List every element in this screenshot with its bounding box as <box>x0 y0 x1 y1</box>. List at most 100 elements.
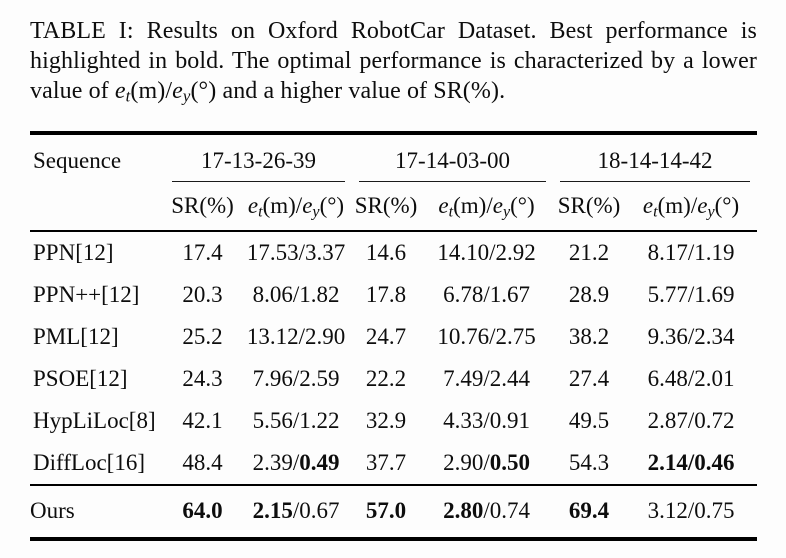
method-cell: HypLiLoc[8] <box>33 408 156 433</box>
value-segment: 8.06/1.82 <box>252 282 340 307</box>
value-segment: 20.3 <box>182 282 223 307</box>
table-row: HypLiLoc[8] 42.1 5.56/1.22 32.9 4.33/0.91 49.… <box>30 400 757 442</box>
value-segment: 28.9 <box>568 282 610 307</box>
math-y-subscript: y <box>182 86 191 106</box>
error-value-cell: 3.12/0.75 <box>625 484 758 539</box>
math-degrees: (°) <box>510 193 535 218</box>
results-table-body: PPN[12] 17.4 17.53/3.37 14.6 14.10/2.92 21.2 8… <box>30 231 758 539</box>
value-segment: 14.10/2.92 <box>437 240 536 265</box>
error-column-header: et(m)/ey(°) <box>625 190 758 232</box>
cmidrule <box>172 181 346 182</box>
sr-value-cell: 17.4 <box>165 231 240 274</box>
sr-value-cell: 24.3 <box>165 358 240 400</box>
error-column-header: et(m)/ey(°) <box>420 190 554 232</box>
table-row: Ours 64.0 2.15/0.67 57.0 2.80/0.74 69.4 3.12/0… <box>30 484 758 539</box>
math-meters-slash: (m)/ <box>262 193 303 218</box>
caption-math-et-ey: et(m)/ey(°) <box>114 78 216 106</box>
math-y-subscript: y <box>707 203 715 221</box>
table-caption: TABLE I: Results on Oxford RobotCar Data… <box>30 16 757 106</box>
value-segment: 2.80 <box>443 498 484 523</box>
value-segment: 49.5 <box>568 408 610 433</box>
caption-text-after-math: and a higher value of SR(%). <box>216 78 506 104</box>
table-row: DiffLoc[16] 48.4 2.39/0.49 37.7 2.90/0.50 54.… <box>30 442 757 485</box>
error-value-cell: 2.14/0.46 <box>625 442 757 485</box>
method-cell: PPN[12] <box>33 240 114 265</box>
error-value-cell: 8.06/1.82 <box>240 274 352 316</box>
table-row: PPN++[12] 20.3 8.06/1.82 17.8 6.78/1.67 28.9 5… <box>30 274 757 316</box>
group-header-row: Sequence 17-13-26-39 17-14-03-00 18-14-1… <box>30 133 757 190</box>
value-segment: 25.2 <box>182 324 223 349</box>
group-label: 18-14-14-42 <box>597 148 713 173</box>
error-value-cell: 7.96/2.59 <box>240 358 352 400</box>
error-value-cell: 7.49/2.44 <box>420 358 553 400</box>
error-value-cell: 5.56/1.22 <box>240 400 352 442</box>
error-value-cell: 2.80/0.74 <box>420 484 554 539</box>
math-e-symbol: e <box>172 78 183 104</box>
sr-value-cell: 28.9 <box>553 274 625 316</box>
error-value-cell: 17.53/3.37 <box>240 231 352 274</box>
value-segment: 37.7 <box>365 450 407 475</box>
sr-value-cell: 64.0 <box>165 484 240 539</box>
sr-value-cell: 57.0 <box>352 484 421 539</box>
error-value-cell: 10.76/2.75 <box>420 316 553 358</box>
value-segment: 10.76/2.75 <box>437 324 536 349</box>
sr-value-cell: 21.2 <box>553 231 625 274</box>
method-cell: DiffLoc[16] <box>33 450 145 475</box>
math-y-subscript: y <box>502 203 511 221</box>
sub-header-row: SR(%) et(m)/ey(°) SR(%) et(m)/ey(°) SR(%… <box>30 190 758 232</box>
empty-header-cell <box>30 190 165 232</box>
error-value-cell: 9.36/2.34 <box>625 316 757 358</box>
cmidrule <box>359 181 547 182</box>
error-value-cell: 14.10/2.92 <box>420 231 553 274</box>
value-segment: 54.3 <box>568 450 610 475</box>
value-segment: 4.33/0.91 <box>443 408 530 433</box>
method-cell: PSOE[12] <box>33 366 128 391</box>
group-label: 17-14-03-00 <box>395 148 511 173</box>
math-e-symbol: e <box>114 78 126 104</box>
value-segment: /0.74 <box>483 498 530 523</box>
method-cell: PML[12] <box>33 324 119 349</box>
sr-value-cell: 14.6 <box>352 231 420 274</box>
value-segment: 9.36/2.34 <box>647 324 735 349</box>
sr-value-cell: 38.2 <box>553 316 625 358</box>
results-table-header: Sequence 17-13-26-39 17-14-03-00 18-14-1… <box>30 133 758 232</box>
error-value-cell: 2.90/0.50 <box>420 442 553 485</box>
value-segment: 24.7 <box>365 324 407 349</box>
value-segment: 13.12/2.90 <box>246 324 346 349</box>
sr-value-cell: 42.1 <box>165 400 240 442</box>
method-cell: Ours <box>30 484 165 539</box>
error-value-cell: 2.39/0.49 <box>240 442 352 485</box>
math-t-subscript: t <box>653 203 658 221</box>
sr-value-cell: 69.4 <box>553 484 626 539</box>
value-segment: 7.49/2.44 <box>443 366 530 391</box>
sr-value-cell: 25.2 <box>165 316 240 358</box>
math-e-symbol: e <box>492 193 503 218</box>
value-segment: 2.14/0.46 <box>647 450 735 475</box>
sr-value-cell: 24.7 <box>352 316 420 358</box>
math-e-symbol: e <box>438 193 449 218</box>
error-value-cell: 5.77/1.69 <box>625 274 757 316</box>
math-t-subscript: t <box>125 86 131 106</box>
math-t-subscript: t <box>448 203 454 221</box>
math-t-subscript: t <box>258 203 263 221</box>
value-segment: 5.56/1.22 <box>252 408 340 433</box>
table-row: PML[12] 25.2 13.12/2.90 24.7 10.76/2.75 38.2 9… <box>30 316 757 358</box>
value-segment: 2.39/ <box>252 450 300 475</box>
value-segment: 17.4 <box>182 240 223 265</box>
sr-value-cell: 20.3 <box>165 274 240 316</box>
math-meters-slash: (m)/ <box>657 193 698 218</box>
group-label: 17-13-26-39 <box>201 148 316 173</box>
sr-column-header: SR(%) <box>165 190 240 232</box>
value-segment: 0.50 <box>489 450 530 475</box>
value-segment: 0.49 <box>299 450 340 475</box>
sequence-column-header: Sequence <box>33 148 122 173</box>
table-row: PSOE[12] 24.3 7.96/2.59 22.2 7.49/2.44 27.4 6.… <box>30 358 757 400</box>
error-value-cell: 2.15/0.67 <box>240 484 353 539</box>
sr-value-cell: 49.5 <box>553 400 625 442</box>
value-segment: 6.78/1.67 <box>443 282 530 307</box>
error-value-cell: 13.12/2.90 <box>240 316 352 358</box>
value-segment: 69.4 <box>568 498 610 523</box>
sr-value-cell: 37.7 <box>352 442 420 485</box>
error-value-cell: 2.87/0.72 <box>625 400 757 442</box>
value-segment: 2.90/ <box>443 450 490 475</box>
